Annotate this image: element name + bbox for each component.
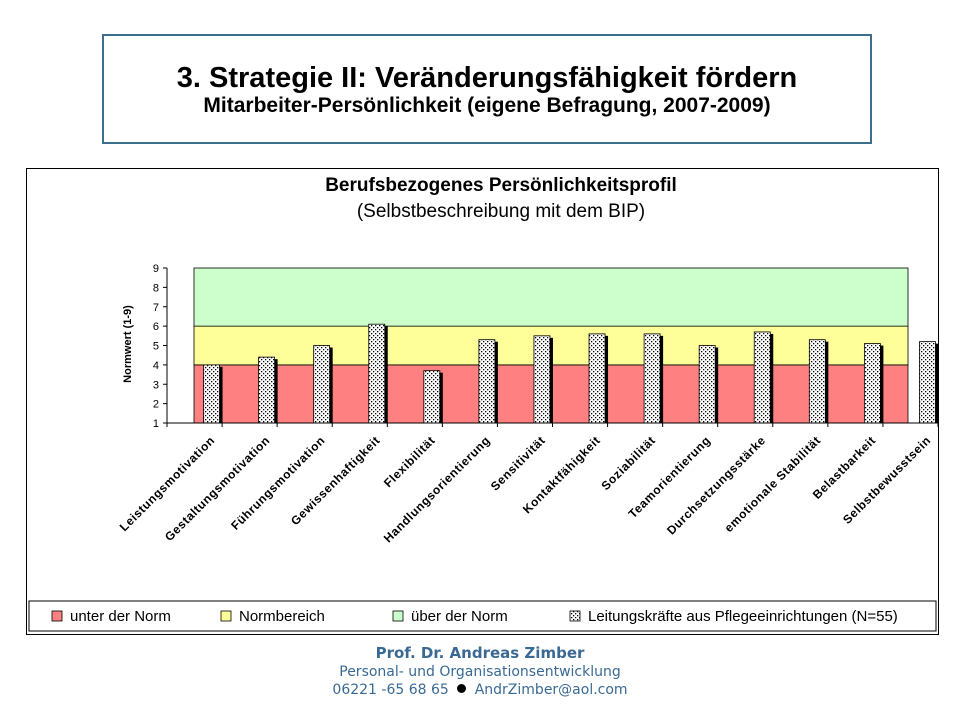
- chart-frame: Berufsbezogenes Persönlichkeitsprofil (S…: [26, 168, 939, 635]
- legend-swatch: [569, 610, 581, 622]
- slide-title-box: 3. Strategie II: Veränderungsfähigkeit f…: [102, 34, 872, 144]
- bar: [203, 364, 220, 424]
- x-category-label: Handlungsorientierung: [381, 433, 493, 545]
- bar: [368, 323, 386, 424]
- legend-label: unter der Norm: [70, 608, 171, 625]
- legend-swatch: [51, 610, 63, 622]
- chart-subtitle: (Selbstbeschreibung mit dem BIP): [357, 201, 645, 222]
- x-category-label: Durchsetzungsstärke: [664, 433, 768, 537]
- author-name: Prof. Dr. Andreas Zimber: [375, 644, 585, 662]
- legend-label: über der Norm: [411, 608, 508, 625]
- x-category-label: Leistungsmotivation: [117, 433, 218, 534]
- x-category-label: Sensitivität: [488, 433, 548, 493]
- y-tick-label: 7: [153, 302, 159, 314]
- legend-swatch: [220, 610, 232, 622]
- x-category-label: Gestaltungsmotivation: [162, 433, 273, 544]
- bar: [643, 333, 661, 424]
- author-phone: 06221 -65 68 65: [332, 682, 449, 698]
- bar: [588, 333, 606, 424]
- x-category-label: Soziabilität: [598, 433, 658, 493]
- y-tick-label: 8: [153, 282, 159, 294]
- legend-swatch: [392, 610, 404, 622]
- y-axis-label: Normwert (1-9): [122, 305, 134, 383]
- legend-label: Leitungskräfte aus Pflegeeinrichtungen (…: [588, 608, 898, 625]
- bar: [863, 343, 881, 424]
- slide-title: 3. Strategie II: Veränderungsfähigkeit f…: [176, 62, 798, 94]
- bar: [478, 339, 496, 424]
- bar: [753, 331, 771, 424]
- band-2: [193, 267, 909, 327]
- author-department: Personal- und Organisationsentwicklung: [339, 664, 621, 680]
- bar-chart: Berufsbezogenes Persönlichkeitsprofil (S…: [28, 175, 938, 632]
- x-category-label: emotionale Stabilität: [722, 433, 824, 535]
- bar: [258, 356, 276, 424]
- bar: [423, 370, 441, 424]
- x-category-label: Flexibilität: [381, 433, 438, 490]
- y-tick-label: 4: [153, 360, 159, 372]
- slide-subtitle: Mitarbeiter-Persönlichkeit (eigene Befra…: [203, 94, 771, 117]
- slide-footer: Prof. Dr. Andreas Zimber Personal- und O…: [0, 644, 960, 699]
- x-category-label: Führungsmotivation: [228, 433, 328, 533]
- y-tick-label: 5: [153, 341, 159, 353]
- chart-title: Berufsbezogenes Persönlichkeitsprofil: [325, 175, 677, 196]
- x-category-label: Gewissenhaftigkeit: [288, 433, 383, 528]
- bar: [919, 341, 936, 424]
- author-contact: 06221 -65 68 65 AndrZimber@aol.com: [0, 681, 960, 699]
- bar: [808, 339, 826, 424]
- y-tick-label: 6: [153, 321, 159, 333]
- y-tick-label: 9: [153, 263, 159, 275]
- y-tick-label: 2: [153, 399, 159, 411]
- y-tick-label: 1: [153, 418, 159, 430]
- bar: [313, 345, 331, 424]
- bullet-icon: [457, 684, 467, 693]
- author-email: AndrZimber@aol.com: [474, 682, 628, 698]
- legend-box: [28, 600, 937, 632]
- y-tick-label: 3: [153, 379, 159, 391]
- bar: [533, 335, 551, 424]
- chart-legend: unter der Norm Normbereich über der Norm Le…: [28, 600, 937, 632]
- legend-label: Normbereich: [239, 608, 325, 625]
- bar: [698, 345, 716, 424]
